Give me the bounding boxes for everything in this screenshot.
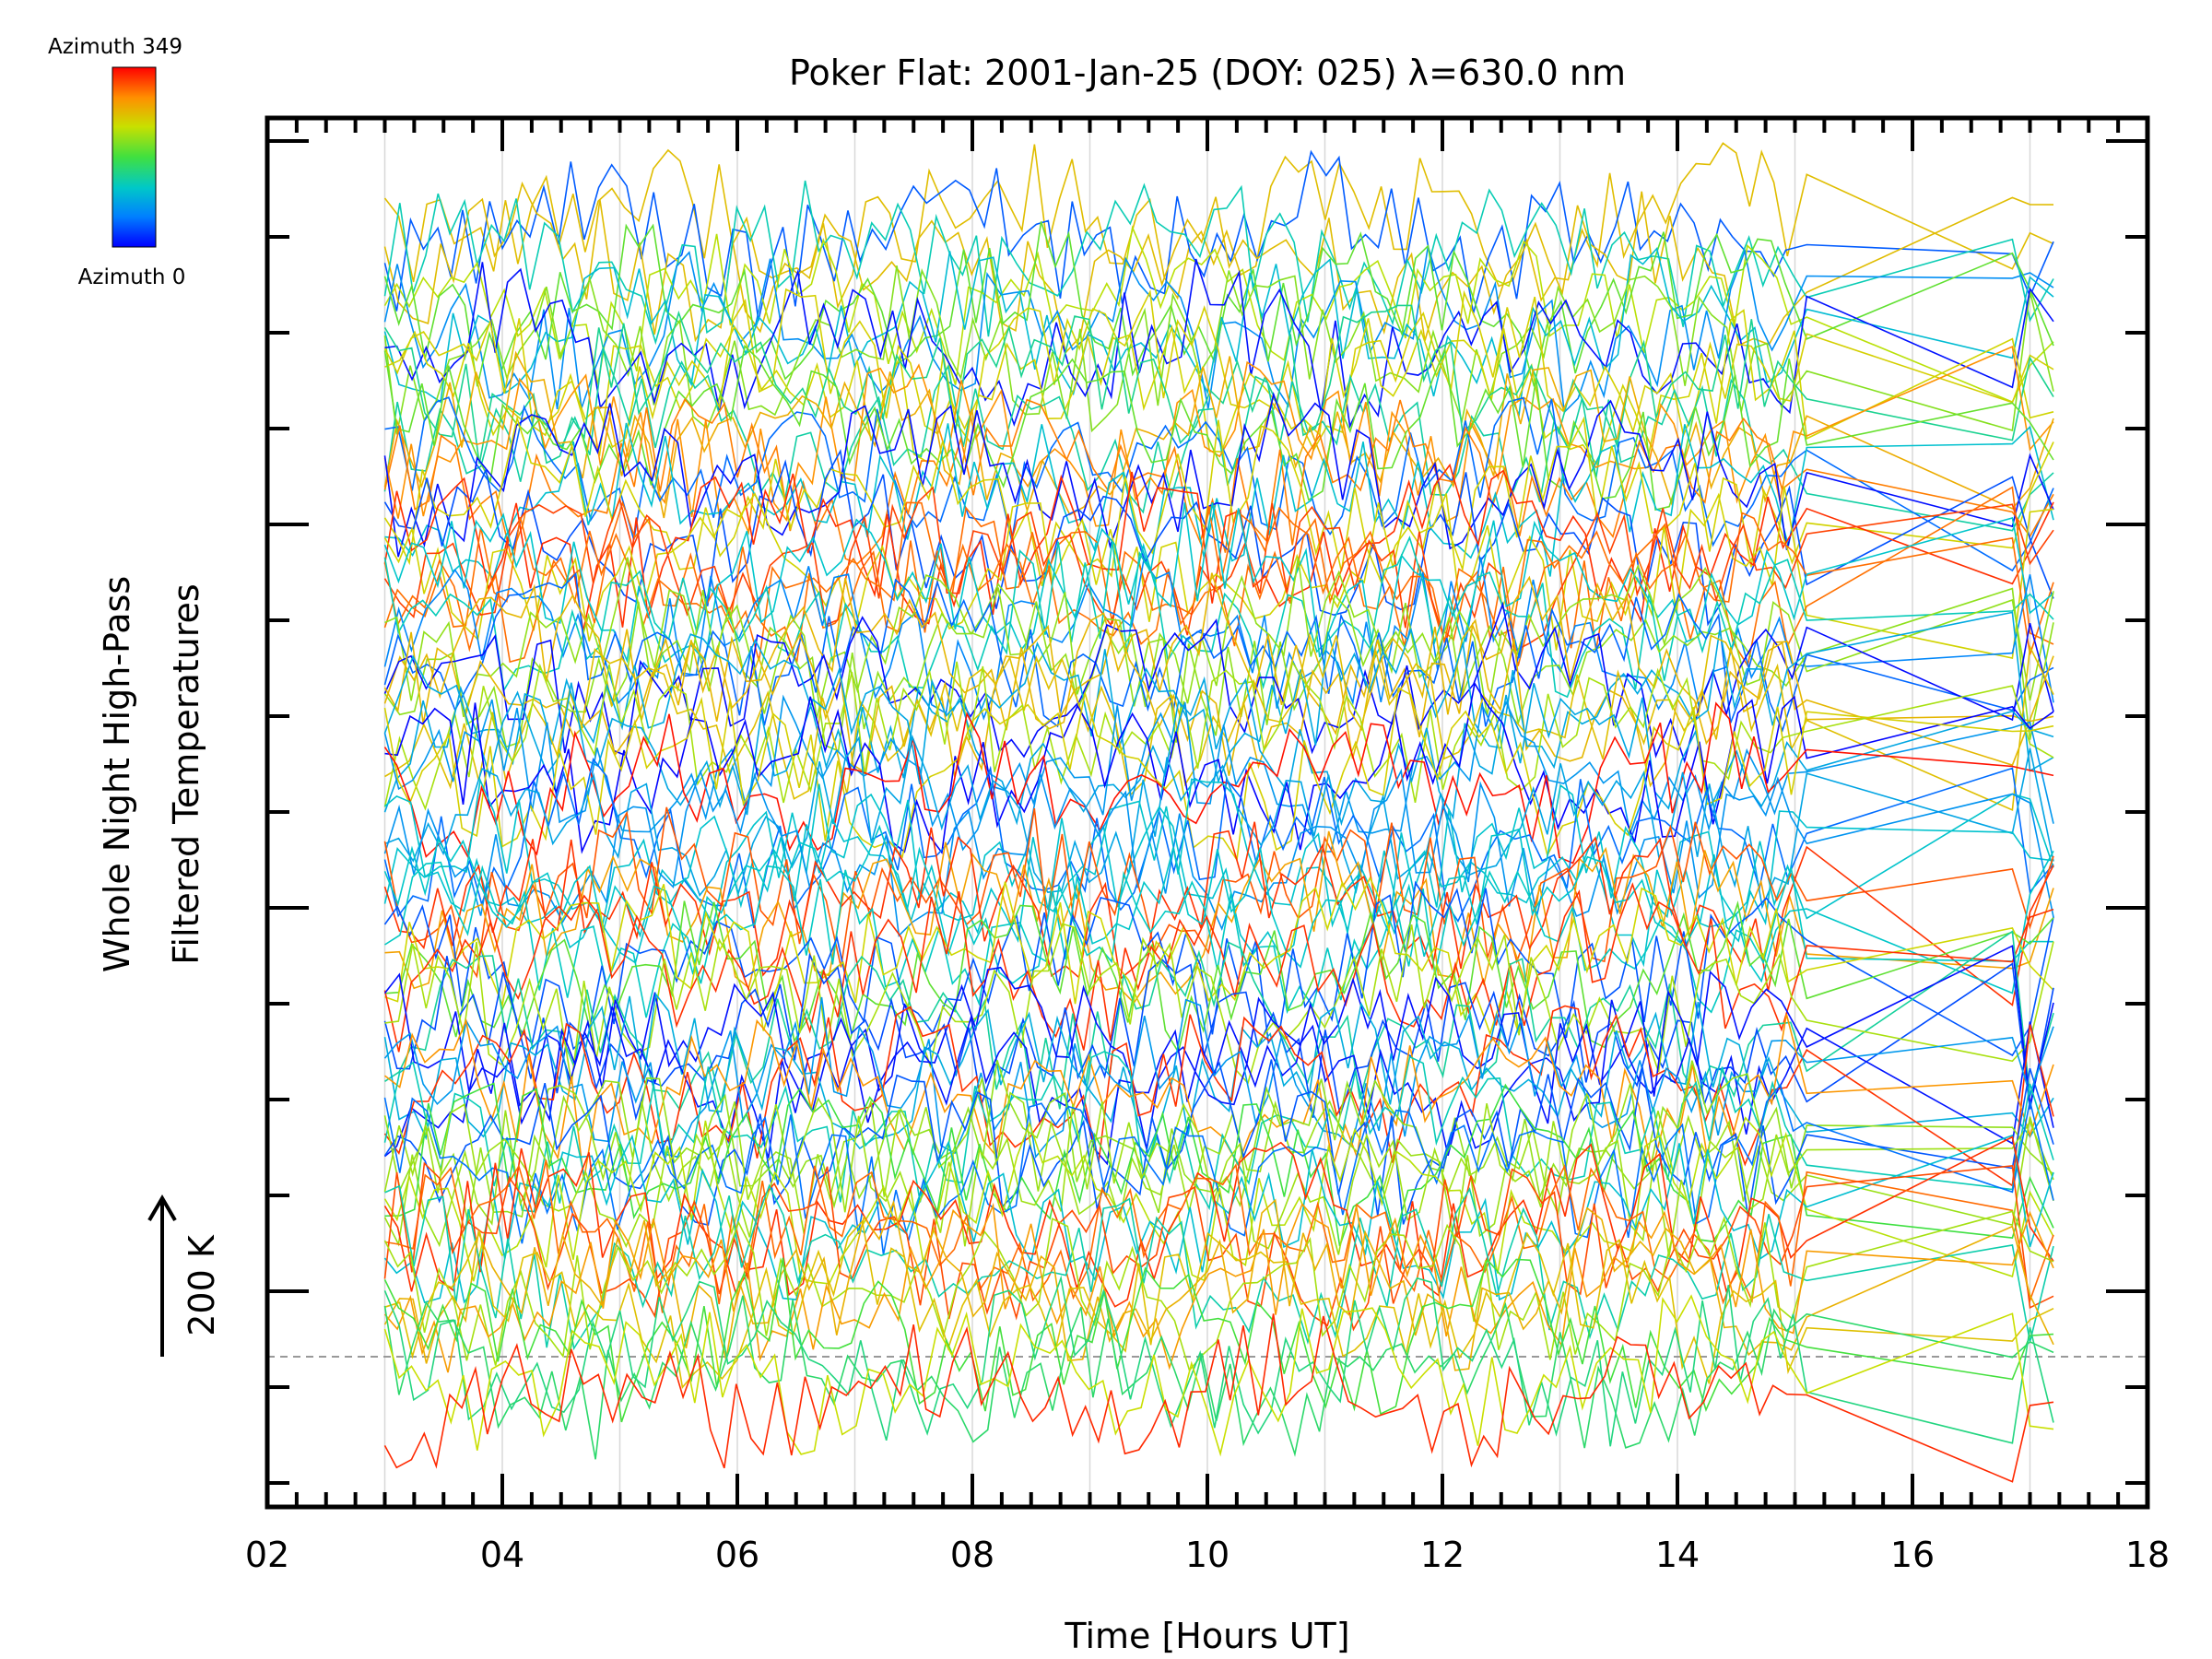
series-line — [383, 304, 2054, 465]
x-tick-label: 14 — [1655, 1535, 1700, 1575]
series-line — [383, 1116, 2054, 1285]
series-line — [384, 861, 2054, 1018]
series-line — [384, 1159, 2054, 1313]
series-line — [384, 632, 2054, 811]
series-line — [384, 900, 2054, 1054]
series-line — [384, 681, 2054, 855]
series-line — [383, 1134, 2054, 1304]
series-line — [383, 701, 2054, 865]
series-line — [384, 923, 2054, 1085]
series-line — [384, 734, 2054, 910]
axis-ticks — [265, 118, 2149, 1507]
series-group — [383, 142, 2054, 1483]
series-line — [383, 1313, 2054, 1483]
x-tick-labels: 02 04 06 08 10 12 14 16 18 — [245, 1535, 2170, 1575]
series-line — [383, 1294, 2054, 1457]
series-line — [383, 221, 2054, 387]
x-tick-label: 02 — [245, 1535, 289, 1575]
scale-arrow-head — [147, 1194, 177, 1222]
y-axis-label-line1: Whole Night High-Pass — [97, 576, 137, 972]
series-line — [383, 660, 2054, 811]
colorbar-top-label: Azimuth 349 — [48, 35, 182, 59]
series-line — [383, 246, 2054, 415]
series-line — [383, 486, 2054, 659]
series-line — [384, 557, 2054, 719]
series-line — [383, 757, 2054, 928]
series-line — [383, 694, 2054, 853]
series-line — [383, 1210, 2054, 1372]
colorbar: Azimuth 349 Azimuth 0 — [48, 35, 185, 289]
series-line — [383, 824, 2054, 994]
series-line — [383, 288, 2054, 452]
scale-indicator: 200 K — [147, 1194, 222, 1357]
series-line — [383, 1005, 2054, 1187]
series-line — [383, 805, 2054, 968]
series-line — [384, 1014, 2054, 1181]
series-line — [384, 1219, 2054, 1390]
series-line — [383, 180, 2054, 346]
scale-label: 200 K — [182, 1234, 222, 1336]
series-line — [383, 1051, 2054, 1213]
series-line — [383, 952, 2054, 1122]
series-line — [383, 777, 2054, 928]
series-line — [384, 876, 2054, 1036]
series-line — [383, 768, 2054, 937]
series-line — [383, 265, 2054, 435]
series-line — [384, 830, 2054, 1005]
chart-title: Poker Flat: 2001-Jan-25 (DOY: 025) λ=630… — [789, 53, 1626, 93]
series-line — [383, 1198, 2054, 1371]
y-axis-label-line2: Filtered Temperatures — [166, 583, 206, 964]
colorbar-gradient — [112, 66, 157, 248]
series-line — [383, 1275, 2054, 1447]
series-line — [383, 486, 2054, 653]
series-line — [383, 1161, 2054, 1332]
series-line — [383, 344, 2054, 512]
series-line — [383, 448, 2054, 627]
series-line — [383, 1096, 2054, 1257]
series-line — [383, 582, 2054, 752]
x-tick-label: 18 — [2125, 1535, 2170, 1575]
series-line — [383, 992, 2054, 1155]
series-line — [383, 996, 2054, 1166]
series-line — [383, 945, 2054, 1125]
series-line — [384, 396, 2054, 572]
series-line — [383, 149, 2054, 322]
x-tick-label: 08 — [950, 1535, 994, 1575]
x-tick-label: 10 — [1185, 1535, 1230, 1575]
series-line — [383, 557, 2054, 721]
series-line — [383, 392, 2054, 558]
colorbar-bottom-label: Azimuth 0 — [78, 265, 186, 289]
series-line — [383, 1295, 2054, 1460]
series-line — [384, 422, 2054, 580]
series-line — [383, 181, 2054, 355]
x-tick-label: 04 — [480, 1535, 524, 1575]
series-line — [383, 687, 2054, 863]
series-line — [383, 535, 2054, 699]
x-axis-label: Time [Hours UT] — [1064, 1616, 1349, 1656]
series-line — [383, 666, 2054, 827]
series-line — [383, 347, 2054, 532]
x-tick-label: 06 — [715, 1535, 759, 1575]
series-line — [383, 1083, 2054, 1255]
series-line — [383, 821, 2054, 1006]
series-line — [383, 1257, 2054, 1423]
series-line — [383, 463, 2054, 631]
series-line — [383, 882, 2054, 1053]
series-line — [383, 1135, 2054, 1308]
x-tick-label: 16 — [1890, 1535, 1935, 1575]
series-line — [383, 397, 2054, 565]
x-tick-label: 12 — [1420, 1535, 1465, 1575]
series-line — [383, 996, 2054, 1159]
